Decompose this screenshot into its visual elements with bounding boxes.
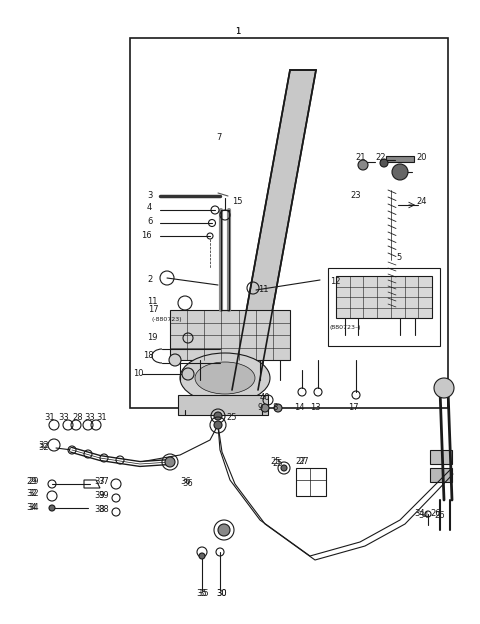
Text: 39: 39 (94, 490, 105, 499)
Text: 26: 26 (434, 512, 444, 520)
Text: 13: 13 (310, 402, 321, 411)
Bar (430, 450, 452, 464)
Circle shape (199, 553, 205, 559)
Circle shape (214, 412, 222, 420)
Ellipse shape (180, 353, 270, 403)
Bar (336, 276, 432, 318)
Text: 20: 20 (416, 154, 427, 162)
Text: 23: 23 (350, 190, 360, 200)
Text: 25: 25 (270, 457, 280, 467)
Text: 36: 36 (182, 479, 193, 487)
Polygon shape (232, 70, 316, 390)
Text: 26: 26 (430, 510, 441, 519)
Circle shape (274, 404, 282, 412)
Text: 5: 5 (396, 253, 401, 263)
Bar (430, 468, 452, 482)
Text: 9: 9 (258, 402, 263, 411)
Text: 29: 29 (26, 477, 36, 487)
Text: (-880723): (-880723) (152, 318, 182, 323)
Circle shape (218, 524, 230, 536)
Polygon shape (386, 156, 414, 162)
Text: 11: 11 (258, 286, 268, 295)
Text: 36: 36 (180, 477, 191, 485)
Text: 17: 17 (348, 402, 359, 411)
Text: 21: 21 (355, 154, 365, 162)
Text: 39: 39 (98, 490, 108, 499)
Bar (178, 395, 268, 415)
Text: 8: 8 (272, 402, 277, 411)
Text: 24: 24 (416, 198, 427, 207)
Text: 30: 30 (216, 590, 227, 598)
Text: 34: 34 (414, 510, 425, 519)
Text: 19: 19 (147, 333, 157, 343)
Text: (880723–): (880723–) (330, 326, 361, 331)
Circle shape (380, 159, 388, 167)
Text: 1: 1 (235, 27, 240, 36)
Circle shape (214, 421, 222, 429)
Text: 10: 10 (133, 369, 144, 379)
Text: 4: 4 (147, 203, 152, 213)
Text: 3: 3 (147, 190, 152, 200)
Text: 16: 16 (141, 232, 152, 240)
Text: 35: 35 (198, 590, 209, 598)
Text: 37: 37 (98, 477, 109, 485)
Text: 15: 15 (232, 198, 242, 207)
Text: 32: 32 (38, 444, 48, 452)
Text: 30: 30 (216, 590, 227, 598)
Circle shape (261, 404, 269, 412)
Circle shape (169, 354, 181, 366)
Text: 37: 37 (94, 477, 105, 485)
Text: 40: 40 (260, 392, 271, 401)
Bar (170, 310, 290, 360)
Circle shape (358, 160, 368, 170)
Circle shape (281, 465, 287, 471)
Text: 27: 27 (295, 457, 306, 467)
Text: 11: 11 (147, 298, 157, 306)
Text: 33: 33 (58, 414, 69, 422)
Text: 18: 18 (143, 351, 154, 361)
Text: 14: 14 (294, 402, 304, 411)
Text: 22: 22 (375, 154, 385, 162)
Text: 29: 29 (28, 477, 38, 487)
Circle shape (165, 457, 175, 467)
Text: 2: 2 (147, 276, 152, 285)
Circle shape (182, 368, 194, 380)
Text: 32: 32 (38, 442, 48, 451)
Text: 25: 25 (272, 459, 283, 469)
Text: 32: 32 (28, 489, 38, 499)
Text: 35: 35 (196, 590, 206, 598)
Text: 34: 34 (26, 504, 36, 512)
Text: 28: 28 (72, 414, 83, 422)
Text: 12: 12 (330, 278, 340, 286)
Text: 38: 38 (98, 504, 109, 514)
Text: 33: 33 (84, 414, 95, 422)
Text: 31: 31 (44, 414, 55, 422)
Bar (328, 268, 440, 346)
Text: 38: 38 (94, 504, 105, 514)
Text: 31: 31 (96, 414, 107, 422)
Circle shape (392, 164, 408, 180)
Text: 34: 34 (418, 512, 429, 520)
Bar (296, 468, 326, 496)
Text: 34: 34 (28, 502, 38, 512)
Text: 7: 7 (216, 134, 221, 142)
Ellipse shape (195, 362, 255, 394)
Circle shape (434, 378, 454, 398)
Circle shape (49, 505, 55, 511)
Text: 17: 17 (148, 306, 158, 314)
Bar (130, 38, 448, 408)
Text: 32: 32 (26, 489, 36, 499)
Text: 27: 27 (298, 457, 309, 467)
Text: 6: 6 (147, 218, 152, 227)
Text: 25: 25 (226, 414, 237, 422)
Text: 1: 1 (235, 27, 240, 36)
